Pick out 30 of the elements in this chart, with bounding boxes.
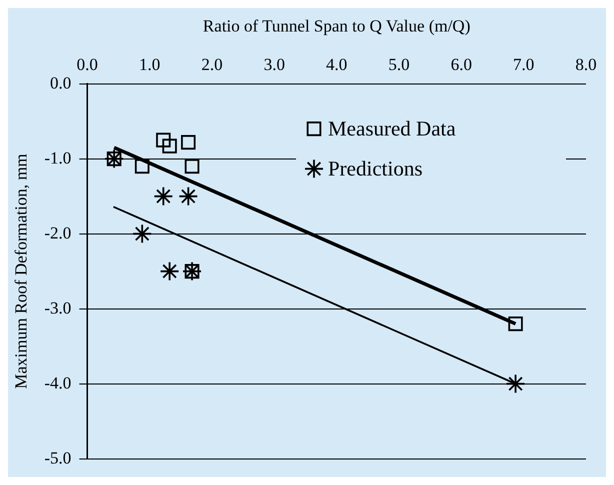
point (506, 374, 526, 394)
x-tick-label: 8.0 (575, 55, 597, 74)
point (508, 316, 523, 332)
point (153, 186, 174, 206)
x-tick-label: 1.0 (139, 55, 160, 74)
y-tick-label: -2.0 (44, 223, 72, 242)
y-tick-label: -3.0 (44, 298, 72, 318)
point (134, 159, 150, 174)
x-tick-label: 0.0 (76, 55, 98, 74)
point (184, 159, 200, 174)
x-tick-label: 6.0 (450, 55, 472, 74)
x-tick-label: 4.0 (326, 55, 348, 74)
legend-label: Predictions (328, 156, 422, 180)
y-tick-label: -5.0 (44, 448, 72, 468)
y-tick-label: 0.0 (50, 73, 72, 92)
x-tick-label: 5.0 (388, 55, 410, 74)
legend-label: Measured Data (328, 116, 456, 140)
x-tick-label: 2.0 (201, 55, 223, 74)
y-tick-label: -1.0 (44, 148, 72, 168)
point (181, 135, 196, 150)
x-axis-title: Ratio of Tunnel Span to Q Value (m/Q) (202, 16, 470, 36)
y-tick-label: -4.0 (44, 373, 72, 392)
point (178, 186, 198, 206)
point (160, 261, 180, 282)
point (156, 132, 171, 148)
x-tick-label: 3.0 (264, 55, 285, 74)
y-axis-title: Maximum Roof Deformation, mm (12, 154, 31, 389)
x-tick-label: 7.0 (513, 55, 534, 74)
point (132, 224, 152, 244)
point (162, 138, 177, 154)
